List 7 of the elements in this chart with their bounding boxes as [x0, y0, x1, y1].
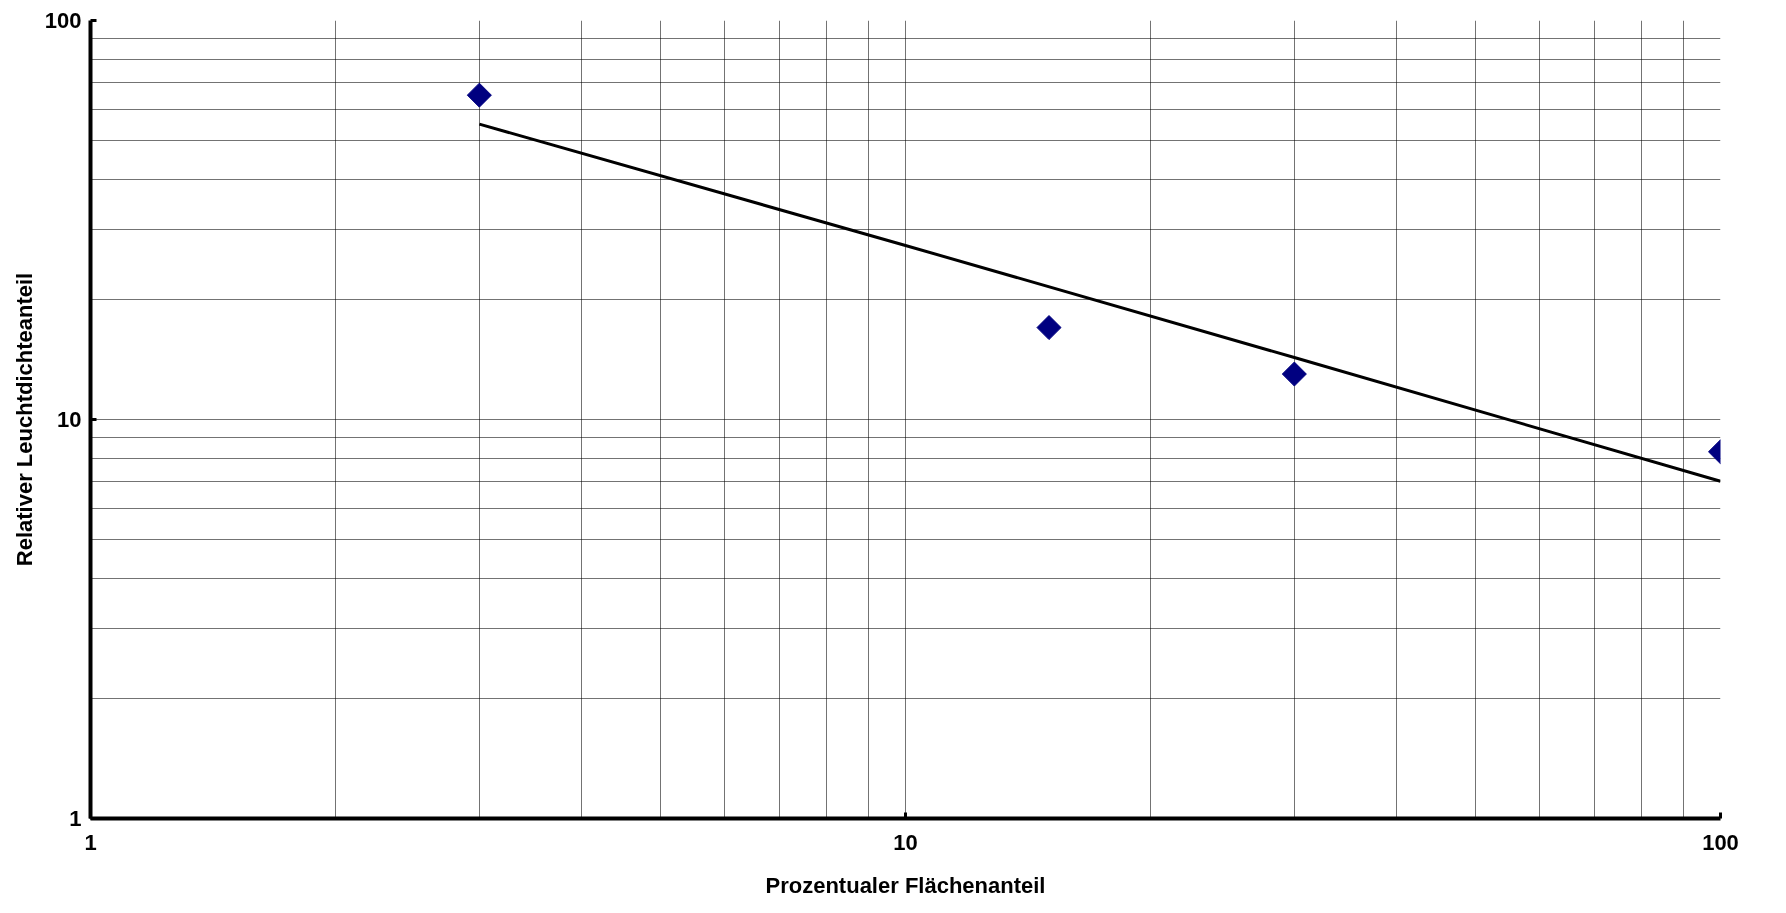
y-tick-label: 1	[69, 806, 82, 831]
x-tick-label: 10	[893, 829, 918, 855]
y-tick-label: 10	[57, 407, 82, 432]
y-axis-title: Relativer Leuchtdichteanteil	[11, 272, 37, 567]
x-axis-title: Prozentualer Flächenanteil	[765, 872, 1046, 898]
x-tick-label: 100	[1702, 829, 1739, 855]
y-tick-label: 100	[44, 8, 82, 33]
